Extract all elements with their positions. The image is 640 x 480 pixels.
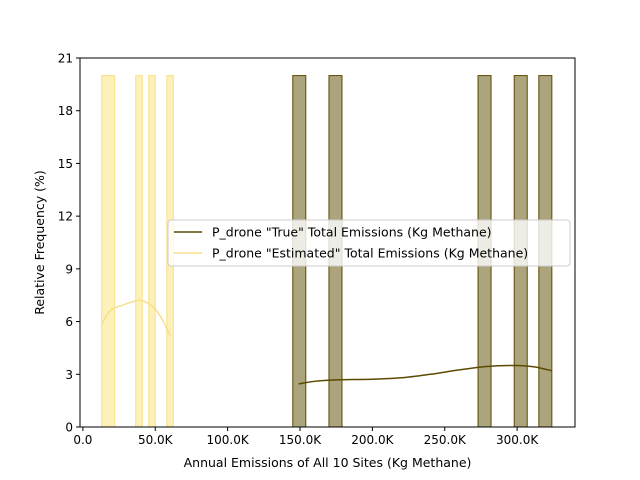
y-tick-label: 0 xyxy=(65,421,73,435)
series-1-kde-line xyxy=(101,299,172,337)
legend-label-1: P_drone "Estimated" Total Emissions (Kg … xyxy=(212,246,528,261)
x-tick-label: 200.0K xyxy=(351,433,394,447)
x-axis-label: Annual Emissions of All 10 Sites (Kg Met… xyxy=(184,455,472,470)
y-tick-label: 21 xyxy=(58,52,73,66)
y-tick-label: 12 xyxy=(58,210,73,224)
y-tick-label: 9 xyxy=(65,262,73,276)
x-tick-label: 150.0K xyxy=(279,433,322,447)
y-tick-label: 18 xyxy=(58,104,73,118)
series-1-bar-1 xyxy=(135,75,143,428)
y-tick-label: 6 xyxy=(65,315,73,329)
x-tick-label: 50.0K xyxy=(138,433,174,447)
series-1-bar-2 xyxy=(148,75,156,428)
legend-label-0: P_drone "True" Total Emissions (Kg Metha… xyxy=(212,225,492,240)
axes: 0.0 50.0K 100.0K 150.0K 200.0K 250.0K 300.0K 0 3… xyxy=(58,52,576,447)
legend-box xyxy=(167,219,571,267)
x-tick-label: 0.0 xyxy=(73,433,92,447)
x-tick-label: 300.0K xyxy=(496,433,539,447)
axes-frame xyxy=(79,57,576,428)
series-1-bar-0 xyxy=(101,75,116,428)
legend: P_drone "True" Total Emissions (Kg Metha… xyxy=(167,219,571,267)
y-tick-label: 15 xyxy=(58,157,73,171)
x-tick-label: 100.0K xyxy=(207,433,250,447)
y-axis-label: Relative Frequency (%) xyxy=(32,170,47,315)
x-tick-label: 250.0K xyxy=(424,433,467,447)
series-0-kde-line xyxy=(298,364,553,385)
y-tick-label: 3 xyxy=(65,368,73,382)
